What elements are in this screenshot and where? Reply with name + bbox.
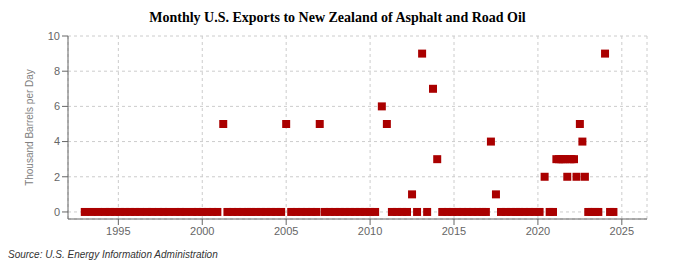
svg-text:2005: 2005 [274,225,298,237]
svg-text:2: 2 [54,171,60,183]
svg-text:2025: 2025 [610,225,634,237]
svg-text:6: 6 [54,100,60,112]
svg-text:2015: 2015 [442,225,466,237]
svg-text:8: 8 [54,65,60,77]
html-text:Monthly U.S. Exports to New Ze: Monthly U.S. Exports to New Zealand of A… [149,10,526,25]
svg-text:4: 4 [54,135,60,147]
svg-text:10: 10 [48,30,60,42]
svg-text:2010: 2010 [358,225,382,237]
html-text:Source: U.S. Energy Informatio: Source: U.S. Energy Information Administ… [8,249,218,260]
svg-text:2020: 2020 [526,225,550,237]
svg-text:2000: 2000 [190,225,214,237]
svg-text:0: 0 [54,206,60,218]
svg-text:Thousand Barrels per Day: Thousand Barrels per Day [24,69,35,186]
svg-text:1995: 1995 [106,225,130,237]
